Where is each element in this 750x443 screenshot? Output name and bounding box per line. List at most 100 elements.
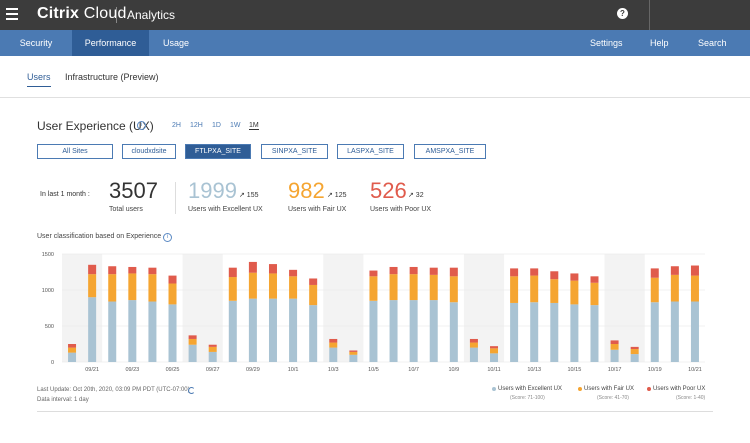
bar-segment-fair[interactable]: [690, 275, 699, 302]
nav-help[interactable]: Help: [650, 38, 669, 48]
bar-segment-excellent[interactable]: [650, 302, 659, 362]
bar-segment-fair[interactable]: [268, 273, 277, 299]
nav-usage[interactable]: Usage: [162, 38, 189, 48]
bar-segment-fair[interactable]: [108, 274, 117, 302]
bar-segment-fair[interactable]: [208, 346, 217, 352]
bar-segment-fair[interactable]: [148, 274, 157, 302]
nav-settings[interactable]: Settings: [590, 38, 623, 48]
bar-segment-fair[interactable]: [88, 274, 97, 298]
bar-segment-excellent[interactable]: [490, 353, 499, 362]
bar-segment-poor[interactable]: [168, 275, 177, 284]
bar-segment-poor[interactable]: [309, 278, 318, 285]
bar-segment-excellent[interactable]: [590, 305, 599, 362]
bar-segment-fair[interactable]: [248, 272, 257, 299]
bar-segment-fair[interactable]: [409, 274, 418, 301]
site-sinpxa-button[interactable]: SINPXA_SITE: [261, 144, 328, 159]
refresh-icon[interactable]: [188, 387, 195, 394]
bar-segment-fair[interactable]: [289, 276, 298, 299]
bar-segment-fair[interactable]: [369, 276, 378, 301]
classification-info-icon[interactable]: i: [163, 233, 172, 242]
nav-performance[interactable]: Performance: [72, 30, 149, 56]
bar-segment-poor[interactable]: [449, 267, 458, 277]
bar-segment-fair[interactable]: [168, 283, 177, 305]
bar-segment-excellent[interactable]: [389, 300, 398, 362]
bar-segment-fair[interactable]: [68, 347, 77, 353]
bar-segment-fair[interactable]: [429, 274, 438, 301]
bar-segment-poor[interactable]: [108, 266, 117, 275]
nav-search[interactable]: Search: [698, 38, 727, 48]
bar-segment-fair[interactable]: [490, 348, 499, 354]
bar-segment-poor[interactable]: [690, 265, 699, 276]
bar-segment-excellent[interactable]: [268, 298, 277, 362]
site-amspxa-button[interactable]: AMSPXA_SITE: [414, 144, 486, 159]
bar-segment-poor[interactable]: [188, 335, 197, 339]
site-all-sites-button[interactable]: All Sites: [37, 144, 113, 159]
bar-segment-fair[interactable]: [469, 342, 478, 348]
bar-segment-excellent[interactable]: [449, 302, 458, 362]
bar-segment-fair[interactable]: [670, 274, 679, 302]
bar-segment-excellent[interactable]: [610, 349, 619, 362]
bar-segment-fair[interactable]: [570, 280, 579, 305]
hamburger-menu-icon[interactable]: [6, 8, 18, 20]
range-1m[interactable]: 1M: [249, 122, 259, 130]
bar-segment-fair[interactable]: [530, 275, 539, 303]
bar-segment-poor[interactable]: [68, 344, 77, 348]
bar-segment-poor[interactable]: [88, 264, 97, 275]
bar-segment-excellent[interactable]: [88, 297, 97, 362]
bar-segment-fair[interactable]: [329, 342, 338, 348]
site-cloudxdsite-button[interactable]: cloudxdsite: [122, 144, 176, 159]
bar-segment-excellent[interactable]: [228, 300, 237, 362]
bar-segment-excellent[interactable]: [309, 305, 318, 362]
tab-users[interactable]: Users: [27, 72, 51, 87]
bar-segment-fair[interactable]: [650, 277, 659, 303]
bar-segment-fair[interactable]: [128, 273, 137, 301]
bar-segment-excellent[interactable]: [208, 351, 217, 362]
bar-segment-poor[interactable]: [469, 338, 478, 343]
help-icon[interactable]: ?: [617, 8, 628, 19]
tab-infrastructure[interactable]: Infrastructure (Preview): [65, 72, 159, 82]
bar-segment-poor[interactable]: [630, 346, 639, 350]
bar-segment-poor[interactable]: [349, 350, 358, 352]
bar-segment-excellent[interactable]: [409, 300, 418, 362]
bar-segment-excellent[interactable]: [369, 300, 378, 362]
bar-segment-excellent[interactable]: [168, 304, 177, 362]
bar-segment-poor[interactable]: [128, 266, 137, 274]
bar-segment-fair[interactable]: [630, 349, 639, 355]
bar-segment-poor[interactable]: [248, 261, 257, 273]
bar-segment-poor[interactable]: [550, 271, 559, 280]
bar-segment-excellent[interactable]: [530, 302, 539, 362]
bar-segment-fair[interactable]: [550, 279, 559, 303]
range-1d[interactable]: 1D: [212, 122, 221, 129]
range-2h[interactable]: 2H: [172, 122, 181, 129]
bar-segment-excellent[interactable]: [128, 300, 137, 362]
bar-segment-fair[interactable]: [228, 277, 237, 301]
bar-segment-poor[interactable]: [389, 266, 398, 275]
bar-segment-fair[interactable]: [590, 282, 599, 306]
bar-segment-fair[interactable]: [349, 351, 358, 355]
bar-segment-fair[interactable]: [449, 276, 458, 303]
nav-security[interactable]: Security: [19, 38, 53, 48]
bar-segment-poor[interactable]: [268, 264, 277, 274]
bar-segment-fair[interactable]: [389, 274, 398, 301]
bar-segment-fair[interactable]: [510, 276, 519, 303]
bar-segment-excellent[interactable]: [429, 300, 438, 362]
bar-segment-poor[interactable]: [610, 340, 619, 344]
bar-segment-poor[interactable]: [510, 268, 519, 277]
bar-segment-excellent[interactable]: [670, 301, 679, 362]
bar-segment-poor[interactable]: [208, 344, 217, 347]
bar-segment-poor[interactable]: [590, 276, 599, 283]
bar-segment-poor[interactable]: [409, 266, 418, 275]
bar-segment-poor[interactable]: [670, 266, 679, 275]
bar-segment-poor[interactable]: [650, 268, 659, 278]
bar-segment-poor[interactable]: [289, 269, 298, 277]
bar-segment-poor[interactable]: [228, 267, 237, 278]
bar-segment-excellent[interactable]: [148, 301, 157, 362]
bar-segment-excellent[interactable]: [510, 302, 519, 362]
bar-segment-poor[interactable]: [530, 268, 539, 276]
bar-segment-poor[interactable]: [429, 267, 438, 275]
bar-segment-excellent[interactable]: [349, 354, 358, 362]
bar-segment-excellent[interactable]: [329, 347, 338, 362]
bar-segment-excellent[interactable]: [550, 302, 559, 362]
bar-segment-excellent[interactable]: [108, 301, 117, 362]
range-1w[interactable]: 1W: [230, 122, 241, 129]
